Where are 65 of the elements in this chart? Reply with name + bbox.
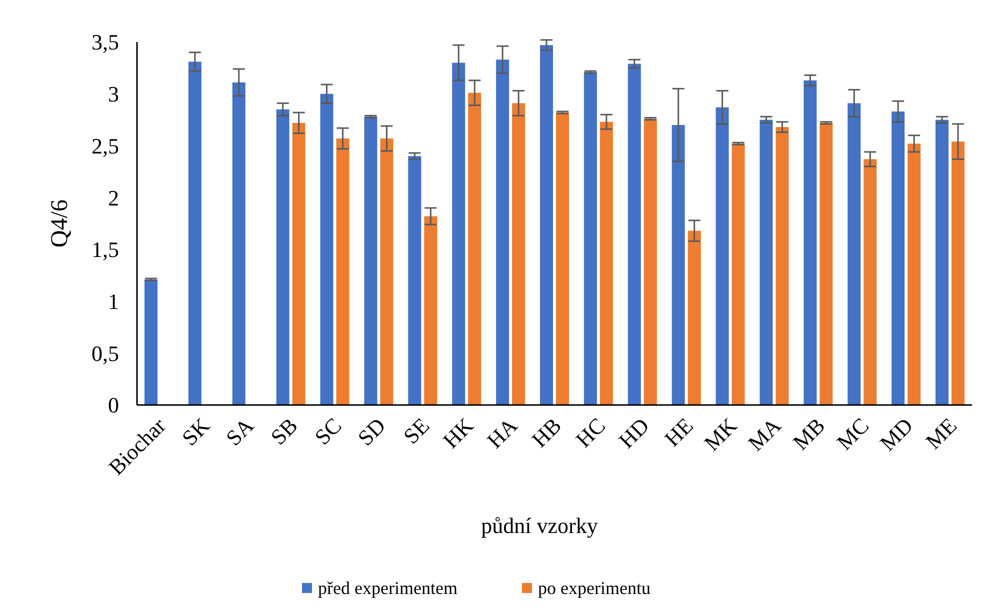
x-tick-label: MC <box>832 412 874 455</box>
bar <box>936 120 949 405</box>
bar <box>776 127 789 405</box>
x-tick-label: SB <box>266 412 302 450</box>
bar <box>468 92 482 405</box>
y-tick-label: 1 <box>108 288 119 314</box>
bar <box>864 159 877 405</box>
x-tick-label: MB <box>788 412 830 455</box>
y-tick-label: 0,5 <box>92 340 119 366</box>
bar <box>188 62 202 405</box>
x-tick-label: HA <box>482 412 522 454</box>
bar <box>732 144 745 405</box>
bar <box>496 60 510 405</box>
x-tick-label: HD <box>614 412 654 454</box>
bar <box>408 156 422 405</box>
x-tick-label: SE <box>398 412 434 449</box>
x-tick-label: ME <box>920 412 962 454</box>
x-tick-label: HC <box>570 412 610 452</box>
y-tick-label: 1,5 <box>92 237 119 262</box>
y-tick-label: 2,5 <box>92 133 119 158</box>
bar <box>848 103 861 405</box>
bar <box>232 82 246 405</box>
bar <box>540 45 553 405</box>
x-tick-label: SD <box>352 412 390 450</box>
x-tick-label: MD <box>874 412 918 456</box>
bar <box>292 122 306 405</box>
bar <box>380 138 394 405</box>
bar <box>908 144 921 405</box>
legend-label: před experimentem <box>318 578 458 598</box>
legend-label: po experimentu <box>538 578 650 598</box>
x-tick-label: HK <box>438 412 478 454</box>
y-tick-label: 0 <box>108 392 119 418</box>
x-axis-title: půdní vzorky <box>481 513 598 538</box>
bar <box>804 80 817 405</box>
bar <box>424 216 438 405</box>
bar <box>320 94 334 405</box>
bar <box>364 116 378 405</box>
bar <box>820 122 833 405</box>
bar <box>716 107 729 405</box>
x-tick-label: SA <box>220 412 258 450</box>
bar <box>144 280 158 405</box>
bar <box>644 118 657 405</box>
bar <box>760 120 773 405</box>
y-tick-label: 2 <box>108 185 119 210</box>
bar <box>600 122 613 405</box>
y-axis-title: Q4/6 <box>47 200 73 248</box>
x-tick-label: SC <box>310 412 346 450</box>
bar <box>952 142 965 405</box>
bar <box>688 230 701 405</box>
bar <box>276 109 290 405</box>
bar <box>556 112 569 405</box>
x-tick-label: MA <box>743 412 786 456</box>
x-tick-label: MK <box>699 412 742 456</box>
y-tick-label: 3 <box>108 82 119 107</box>
bar <box>892 111 905 405</box>
bar <box>672 124 685 405</box>
bar <box>584 72 597 405</box>
bar <box>512 103 526 405</box>
bar <box>452 62 466 405</box>
x-tick-label: SK <box>176 412 215 450</box>
bar <box>628 64 641 405</box>
y-tick-label: 3,5 <box>92 30 119 55</box>
bar <box>336 138 350 405</box>
x-tick-label: HE <box>659 412 698 452</box>
x-tick-label: HB <box>526 412 566 452</box>
